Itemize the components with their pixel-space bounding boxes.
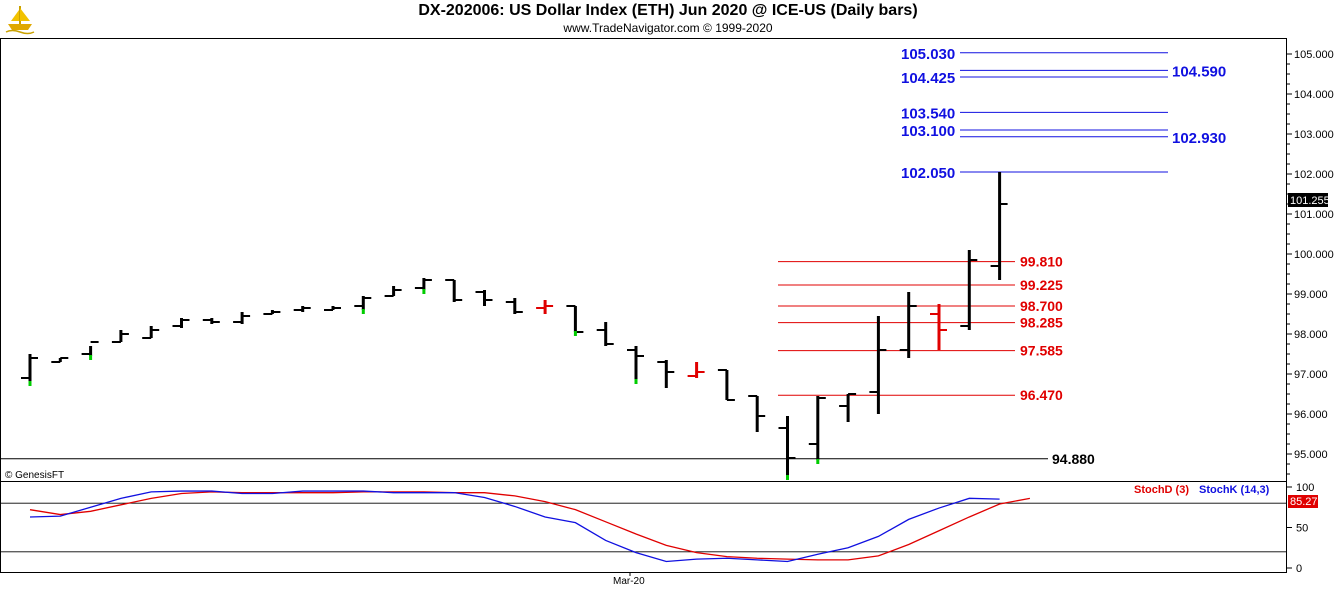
red-level-label: 96.470 bbox=[1020, 387, 1063, 403]
ohlc-bar bbox=[384, 286, 402, 297]
stochastic-axis: 100 50 0 bbox=[1, 482, 1314, 576]
price-axis-tick-label: 96.000 bbox=[1294, 409, 1328, 421]
ohlc-bar bbox=[778, 416, 796, 480]
ohlc-bar bbox=[687, 362, 705, 378]
ohlc-bar bbox=[748, 395, 766, 432]
price-axis-tick-label: 97.000 bbox=[1294, 369, 1328, 381]
blue-level-label: 102.930 bbox=[1172, 130, 1226, 147]
price-axis-tick-label: 102.000 bbox=[1294, 169, 1334, 181]
chart-title: DX-202006: US Dollar Index (ETH) Jun 202… bbox=[418, 2, 918, 19]
stoch-k-legend: StochK (14,3) bbox=[1199, 484, 1270, 496]
ohlc-bar bbox=[839, 393, 857, 422]
red-level-label: 98.285 bbox=[1020, 315, 1063, 331]
stoch-last-marker bbox=[1288, 495, 1318, 508]
ohlc-bar bbox=[172, 318, 190, 328]
copyright-label: © GenesisFT bbox=[5, 470, 64, 481]
ohlc-bar bbox=[233, 312, 251, 324]
stoch-d-line bbox=[29, 491, 1031, 561]
ohlc-bar bbox=[111, 330, 129, 343]
price-axis-tick-label: 101.000 bbox=[1294, 209, 1334, 221]
red-level-label: 98.700 bbox=[1020, 298, 1063, 314]
price-axis-tick-label: 100.000 bbox=[1294, 249, 1334, 261]
price-axis: 105.000 104.000 103.000 102.000 101.000 100.0… bbox=[1287, 49, 1334, 475]
ohlc-bar bbox=[445, 279, 463, 302]
ohlc-bar bbox=[808, 396, 826, 464]
x-axis-label: Mar-20 bbox=[613, 576, 645, 587]
red-level-label: 97.585 bbox=[1020, 343, 1063, 359]
ohlc-bar bbox=[930, 304, 947, 350]
stoch-k-line bbox=[29, 490, 1000, 563]
ohlc-bar bbox=[869, 316, 887, 414]
price-axis-tick-label: 105.000 bbox=[1294, 49, 1334, 61]
price-axis-tick-label: 104.000 bbox=[1294, 89, 1334, 101]
up-tick-marker bbox=[573, 331, 577, 336]
ohlc-bar bbox=[414, 278, 432, 294]
price-panel-frame bbox=[0, 38, 1287, 482]
ohlc-bar bbox=[505, 298, 523, 314]
stoch-d-legend: StochD (3) bbox=[1134, 484, 1189, 496]
ohlc-bar bbox=[536, 300, 554, 314]
ohlc-bar bbox=[354, 296, 372, 314]
stoch-axis-tick-label: 0 bbox=[1296, 563, 1302, 575]
price-axis-tick-label: 103.000 bbox=[1294, 129, 1334, 141]
ship-logo-icon bbox=[5, 6, 35, 35]
blue-level-label: 104.590 bbox=[1172, 63, 1226, 80]
up-tick-marker bbox=[786, 475, 789, 480]
last-price-label: 101.255 bbox=[1290, 195, 1330, 207]
stoch-last-label: 85.27 bbox=[1290, 496, 1318, 508]
red-level-label: 99.810 bbox=[1020, 254, 1063, 270]
ohlc-bar bbox=[263, 310, 281, 315]
up-tick-marker bbox=[634, 379, 638, 384]
stochastic-lines bbox=[29, 490, 1031, 563]
ohlc-bar bbox=[293, 306, 311, 312]
ohlc-bar bbox=[990, 172, 1008, 280]
price-axis-tick-label: 99.000 bbox=[1294, 289, 1328, 301]
price-axis-tick-label: 98.000 bbox=[1294, 329, 1328, 341]
blue-level-label: 105.030 bbox=[901, 46, 955, 63]
ohlc-bar bbox=[627, 346, 644, 384]
ohlc-bar bbox=[717, 369, 735, 401]
blue-level-label: 103.540 bbox=[901, 105, 955, 122]
ohlc-bar bbox=[324, 306, 341, 311]
black-level-label: 94.880 bbox=[1052, 451, 1095, 467]
ohlc-bar bbox=[51, 357, 69, 363]
up-tick-marker bbox=[816, 459, 820, 464]
stoch-axis-tick-label: 100 bbox=[1296, 482, 1314, 494]
blue-level-label: 102.050 bbox=[901, 165, 955, 182]
blue-level-label: 103.100 bbox=[901, 123, 955, 140]
chart-subtitle: www.TradeNavigator.com © 1999-2020 bbox=[563, 21, 773, 35]
last-price-marker bbox=[1288, 193, 1328, 207]
ohlc-bar bbox=[81, 341, 99, 360]
price-axis-tick-label: 95.000 bbox=[1294, 449, 1328, 461]
ohlc-bar bbox=[596, 322, 614, 346]
up-tick-marker bbox=[28, 381, 32, 386]
chart-header: DX-202006: US Dollar Index (ETH) Jun 202… bbox=[0, 0, 1336, 38]
ohlc-bar bbox=[21, 354, 38, 386]
ohlc-bar bbox=[142, 326, 160, 339]
ohlc-bar bbox=[657, 360, 675, 388]
up-tick-marker bbox=[422, 289, 426, 294]
up-tick-marker bbox=[89, 355, 93, 360]
stoch-axis-tick-label: 50 bbox=[1296, 523, 1308, 535]
price-bars bbox=[21, 172, 1008, 480]
ohlc-bar bbox=[566, 305, 584, 336]
up-tick-marker bbox=[361, 309, 365, 314]
blue-level-label: 104.425 bbox=[901, 70, 955, 87]
ohlc-bar bbox=[202, 318, 220, 324]
ohlc-bar bbox=[475, 290, 493, 306]
stochastic-panel-frame bbox=[0, 481, 1287, 573]
red-level-label: 99.225 bbox=[1020, 277, 1063, 293]
ohlc-bar bbox=[899, 292, 917, 358]
ohlc-bar bbox=[960, 250, 978, 330]
